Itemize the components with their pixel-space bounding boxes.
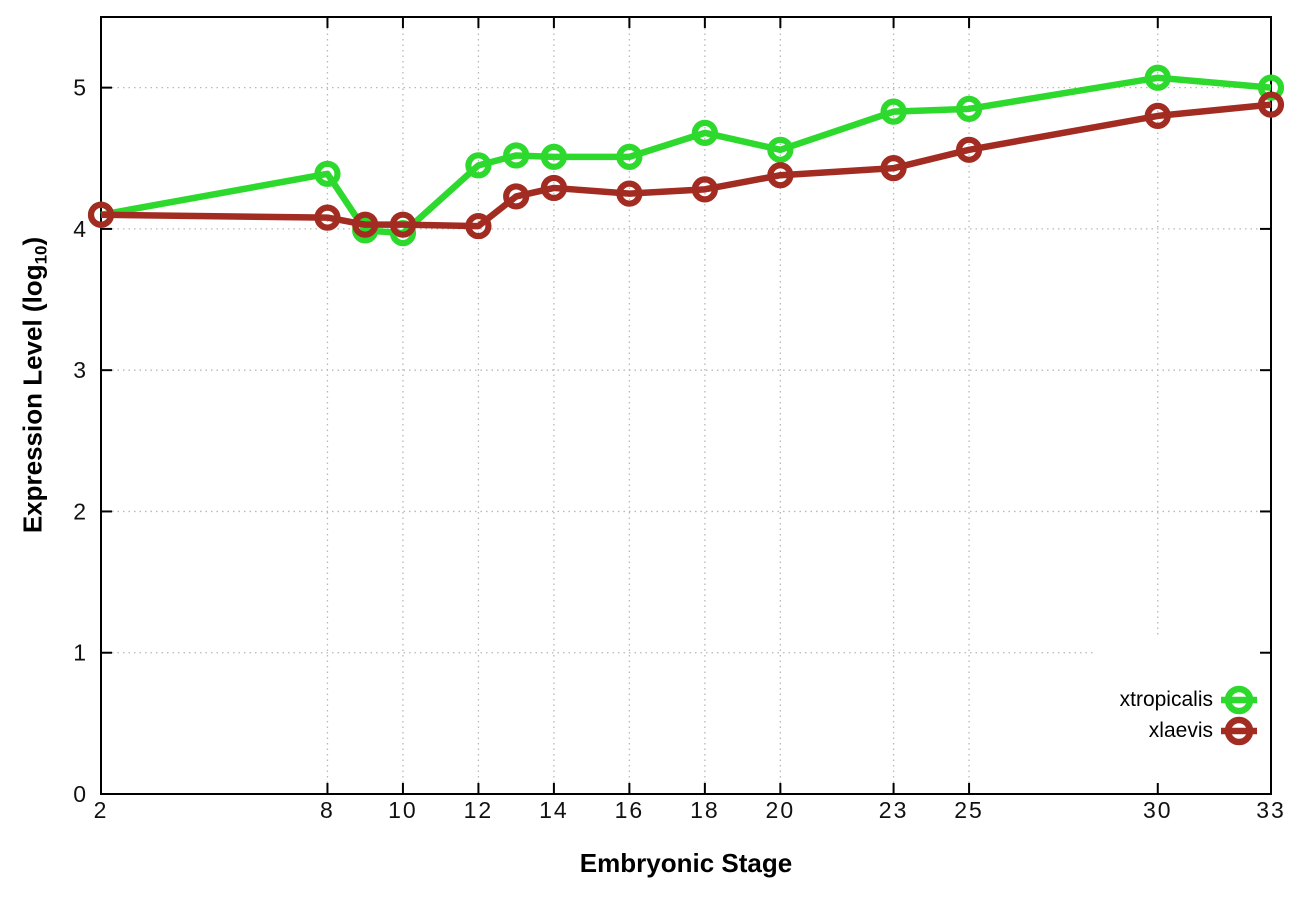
series-xtropicalis-line (100, 74, 1272, 237)
series-xlaevis-marker-30 (1144, 102, 1171, 129)
series-xtropicalis-marker-14 (540, 143, 568, 170)
series-xlaevis-marker-8 (314, 204, 341, 231)
plot-border (100, 16, 1272, 795)
series-xlaevis-marker-2 (87, 201, 115, 228)
x-tick-label-16: 16 (615, 797, 645, 823)
series-xtropicalis-marker-30 (1144, 64, 1171, 91)
series-xlaevis-marker-33 (1257, 91, 1285, 118)
series-xtropicalis-marker-16 (616, 143, 643, 170)
x-tick-label-8: 8 (320, 797, 335, 823)
series-xtropicalis-marker-25 (955, 95, 983, 122)
x-tick-label-12: 12 (464, 797, 494, 823)
y-tick-label-4: 4 (73, 216, 86, 242)
series-xlaevis-marker-23 (880, 155, 907, 182)
legend-box (1096, 638, 1268, 791)
series-xlaevis-marker-10 (389, 211, 417, 238)
x-tick-label-33: 33 (1256, 797, 1286, 823)
y-tick-label-3: 3 (73, 357, 86, 383)
x-axis-title: Embryonic Stage (579, 848, 793, 878)
y-tick-label-2: 2 (73, 498, 86, 524)
series-xtropicalis-marker-12 (465, 152, 492, 179)
x-tick-label-2: 2 (94, 797, 109, 823)
series-xlaevis-marker-12 (465, 212, 492, 240)
legend-sample-marker-xtropicalis (1224, 685, 1254, 715)
x-tick-label-14: 14 (539, 797, 569, 823)
x-tick-label-20: 20 (766, 797, 796, 823)
series-xlaevis-marker-25 (955, 136, 983, 163)
x-tick-label-10: 10 (388, 797, 418, 823)
series-xlaevis-marker-14 (540, 174, 568, 202)
series-xlaevis-marker-20 (767, 162, 794, 189)
x-tick-label-30: 30 (1143, 797, 1173, 823)
legend-label-xlaevis: xlaevis (1148, 719, 1213, 742)
x-tick-label-25: 25 (954, 797, 984, 823)
x-tick-label-23: 23 (879, 797, 909, 823)
y-tick-label-5: 5 (73, 75, 86, 101)
series-xtropicalis-marker-23 (880, 98, 907, 125)
series-xlaevis-marker-16 (616, 180, 643, 207)
x-tick-label-18: 18 (690, 797, 720, 823)
series-xlaevis-marker-9 (352, 211, 379, 238)
series-xtropicalis-marker-8 (314, 160, 341, 187)
y-axis-title-text: Expression Level (log (17, 264, 48, 534)
series-xlaevis-line (100, 101, 1272, 230)
y-axis-title-subscript: 10 (31, 245, 51, 265)
series-xtropicalis-marker-18 (691, 119, 718, 146)
series-xlaevis-marker-13 (503, 183, 530, 210)
series-xtropicalis-marker-20 (767, 136, 794, 163)
series-xlaevis-marker-18 (691, 176, 718, 203)
y-tick-label-0: 0 (73, 781, 86, 807)
series-xtropicalis-marker-13 (503, 142, 530, 169)
legend-label-xtropicalis: xtropicalis (1119, 688, 1213, 711)
legend-sample-marker-xlaevis (1224, 716, 1254, 746)
y-tick-label-1: 1 (73, 640, 86, 666)
